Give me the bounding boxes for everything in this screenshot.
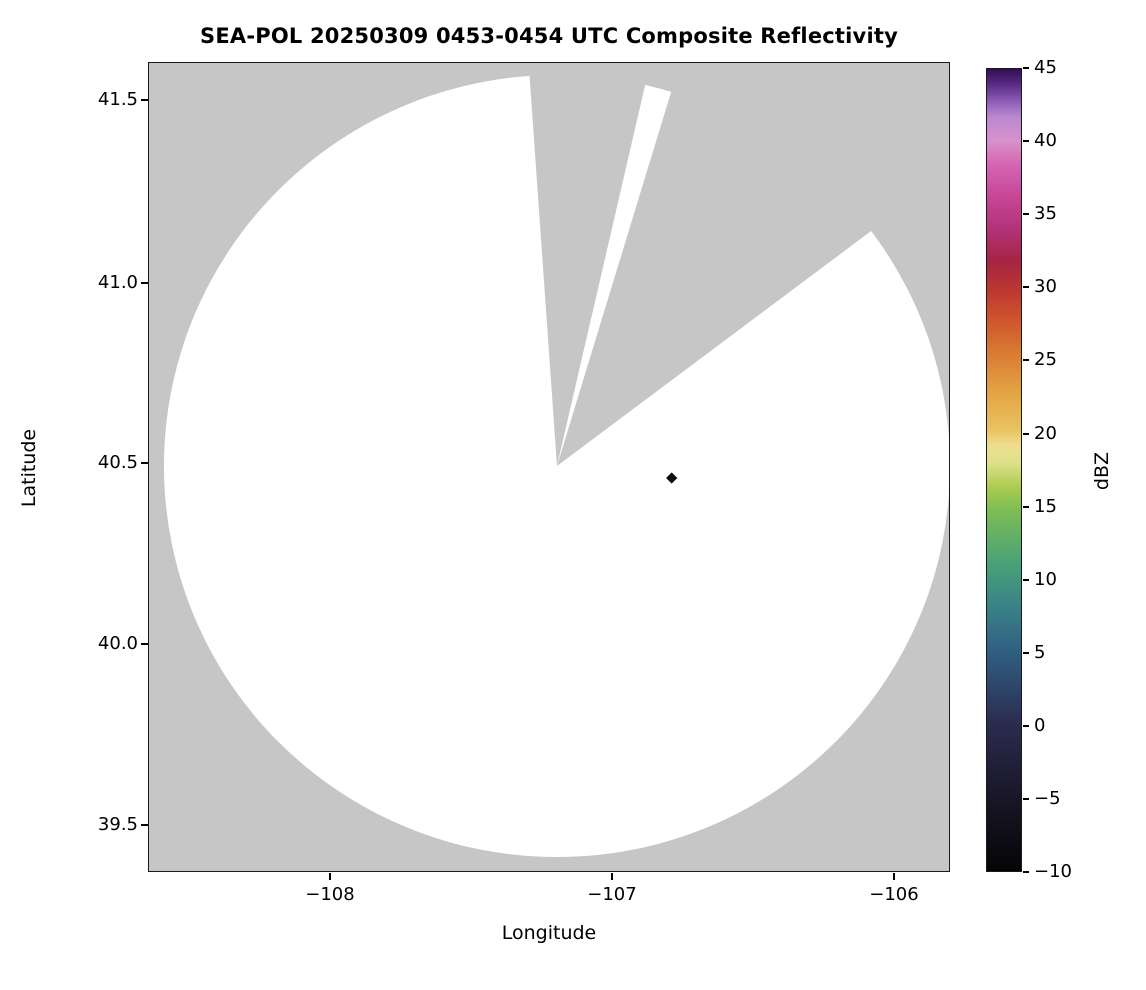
colorbar-tick-label: 0: [1034, 715, 1046, 736]
plot-title: SEA-POL 20250309 0453-0454 UTC Composite…: [200, 24, 898, 48]
y-tick-label: 40.0: [97, 633, 138, 654]
colorbar-tick-mark: [1023, 506, 1029, 508]
x-tick-label: −108: [305, 884, 355, 905]
colorbar-tick-label: 10: [1034, 569, 1057, 590]
colorbar-tick-label: 25: [1034, 349, 1057, 370]
y-axis-label: Latitude: [18, 428, 40, 508]
radar-echo-point: [666, 472, 678, 484]
y-tick-label: 40.5: [97, 452, 138, 473]
colorbar: [986, 68, 1022, 872]
colorbar-tick-label: 30: [1034, 276, 1057, 297]
x-axis-label: Longitude: [501, 922, 597, 944]
colorbar-tick-label: 45: [1034, 57, 1057, 78]
y-tick-mark: [141, 99, 148, 101]
y-tick-label: 41.5: [97, 89, 138, 110]
y-tick-label: 41.0: [97, 272, 138, 293]
colorbar-tick-mark: [1023, 140, 1029, 142]
x-tick-mark: [611, 873, 613, 880]
colorbar-tick-mark: [1023, 359, 1029, 361]
colorbar-axis-label: dBZ: [1091, 451, 1113, 491]
x-tick-mark: [893, 873, 895, 880]
map-panel: [148, 62, 950, 872]
colorbar-tick-mark: [1023, 725, 1029, 727]
x-tick-mark: [329, 873, 331, 880]
y-tick-label: 39.5: [97, 814, 138, 835]
colorbar-tick-mark: [1023, 871, 1029, 873]
radar-coverage-map: [149, 63, 949, 871]
colorbar-tick-mark: [1023, 286, 1029, 288]
y-tick-mark: [141, 643, 148, 645]
colorbar-tick-mark: [1023, 798, 1029, 800]
colorbar-tick-mark: [1023, 433, 1029, 435]
colorbar-tick-mark: [1023, 579, 1029, 581]
colorbar-tick-mark: [1023, 67, 1029, 69]
colorbar-gradient: [987, 69, 1021, 871]
colorbar-tick-mark: [1023, 652, 1029, 654]
y-tick-mark: [141, 824, 148, 826]
colorbar-tick-label: 5: [1034, 642, 1046, 663]
colorbar-tick-label: 15: [1034, 496, 1057, 517]
colorbar-tick-label: 20: [1034, 423, 1057, 444]
y-tick-mark: [141, 462, 148, 464]
colorbar-tick-label: 35: [1034, 203, 1057, 224]
blocked-sector-north: [528, 63, 651, 467]
blocked-sector-northeast: [556, 63, 949, 467]
colorbar-tick-label: 40: [1034, 130, 1057, 151]
x-tick-label: −107: [587, 884, 637, 905]
x-tick-label: −106: [869, 884, 919, 905]
colorbar-tick-mark: [1023, 213, 1029, 215]
colorbar-tick-label: −5: [1034, 788, 1061, 809]
colorbar-tick-label: −10: [1034, 861, 1072, 882]
y-tick-mark: [141, 282, 148, 284]
